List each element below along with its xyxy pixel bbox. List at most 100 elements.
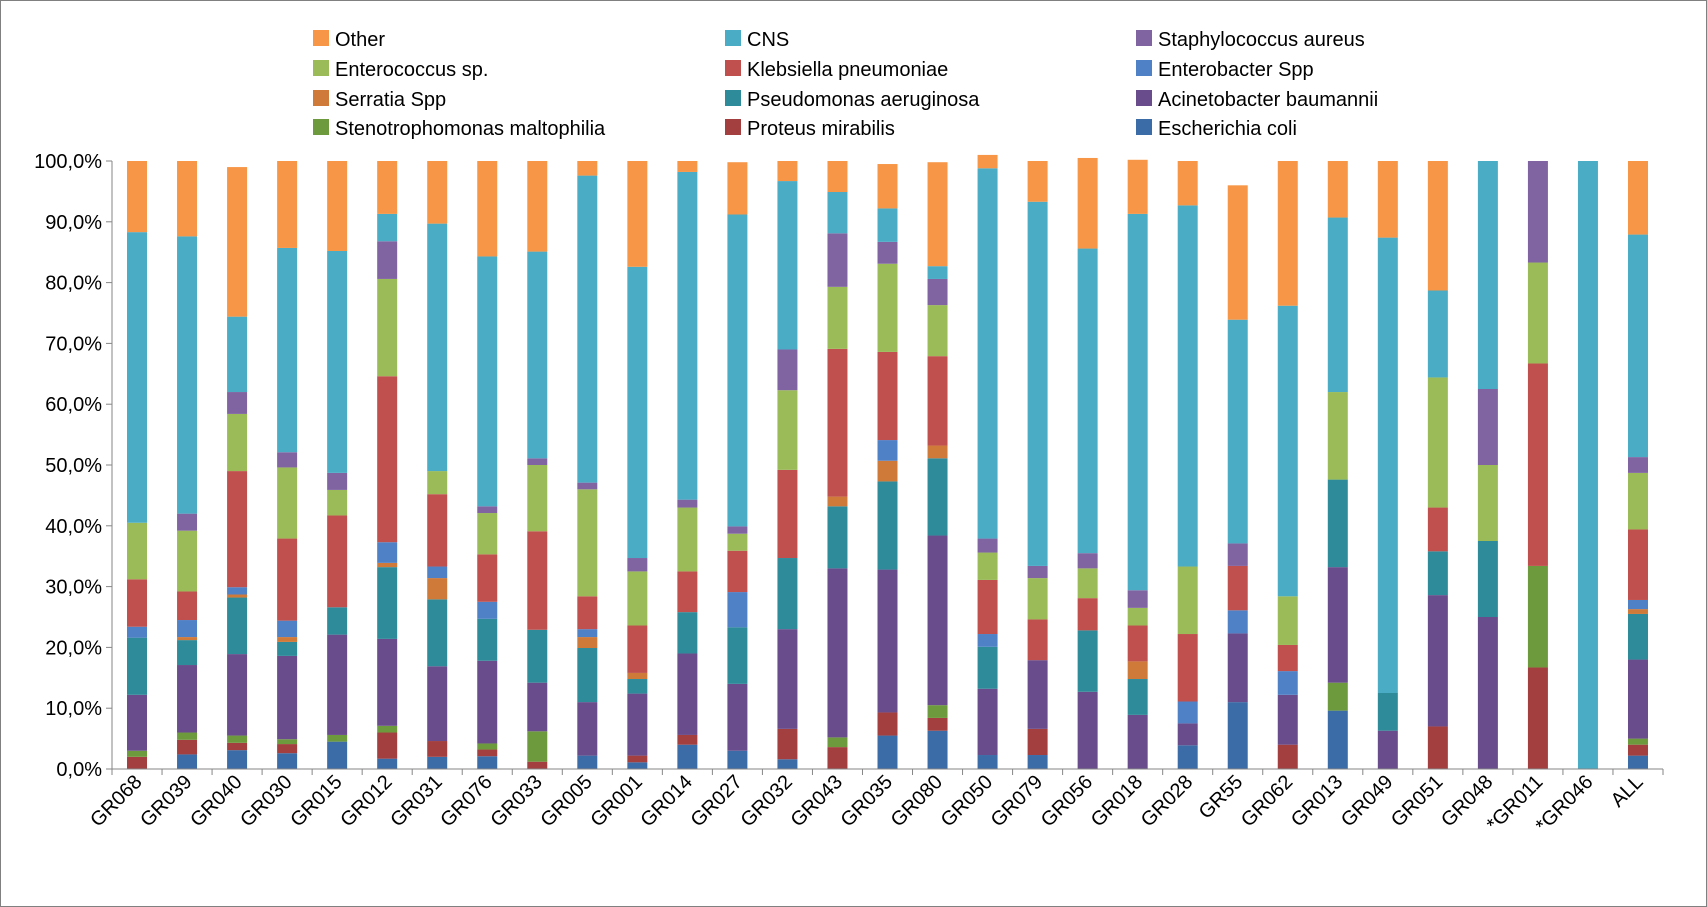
bar-segment-other: [777, 161, 798, 182]
bar-segment-proteus-mirabilis: [427, 741, 448, 757]
x-tick-label: GR080: [887, 771, 947, 831]
bar-segment-enterobacter-spp: [1227, 610, 1248, 634]
legend-label: Pseudomonas aeruginosa: [747, 89, 980, 111]
legend-swatch: [313, 60, 329, 76]
bar-stack-gr035: [877, 164, 898, 769]
bar-segment-acinetobacter-baumannii: [427, 666, 448, 742]
bar-segment-staphylococcus-aureus: [327, 472, 348, 490]
legend-label: Enterobacter Spp: [1158, 59, 1314, 81]
y-tick-label: 20,0%: [45, 637, 102, 659]
bar-segment-klebsiella-pneumoniae: [877, 351, 898, 441]
y-tick-label: 10,0%: [45, 698, 102, 720]
legend-label: Serratia Spp: [335, 89, 446, 111]
bar-segment-acinetobacter-baumannii: [877, 569, 898, 713]
bar-segment-acinetobacter-baumannii: [1477, 617, 1498, 769]
bar-segment-enterococcus-sp: [1127, 607, 1148, 626]
bar-segment-staphylococcus-aureus: [777, 349, 798, 391]
bar-segment-escherichia-coli: [677, 744, 698, 769]
legend-label: Escherichia coli: [1158, 118, 1297, 140]
x-tick-label: GR039: [136, 771, 196, 831]
legend-swatch: [725, 119, 741, 135]
legend-label: Klebsiella pneumoniae: [747, 59, 948, 81]
bar-stack-gr005: [577, 161, 598, 769]
bar-segment-klebsiella-pneumoniae: [477, 554, 498, 602]
bar-segment-other: [627, 161, 648, 267]
bar-segment-klebsiella-pneumoniae: [1077, 598, 1098, 631]
bar-segment-stenotrophomonas-maltophilia: [227, 735, 248, 743]
bar-segment-pseudomonas-aeruginosa: [277, 641, 298, 656]
bar-segment-enterococcus-sp: [327, 489, 348, 516]
bar-stack-gr011: [1527, 161, 1548, 769]
x-tick-label: GR056: [1037, 771, 1097, 831]
bar-stack-gr048: [1477, 161, 1498, 769]
bar-segment-acinetobacter-baumannii: [1177, 723, 1198, 746]
bar-segment-escherichia-coli: [1027, 755, 1048, 769]
bar-segment-proteus-mirabilis: [1427, 726, 1448, 769]
bar-stack-gr080: [927, 162, 948, 769]
bar-segment-escherichia-coli: [1627, 755, 1648, 769]
bar-segment-proteus-mirabilis: [177, 739, 198, 755]
bar-segment-staphylococcus-aureus: [977, 538, 998, 553]
bar-segment-other: [527, 161, 548, 252]
bar-segment-stenotrophomonas-maltophilia: [127, 750, 148, 757]
legend-label: Staphylococcus aureus: [1158, 29, 1365, 51]
y-tick-label: 60,0%: [45, 394, 102, 416]
bar-segment-staphylococcus-aureus: [527, 458, 548, 465]
bar-segment-acinetobacter-baumannii: [827, 568, 848, 738]
bar-segment-enterococcus-sp: [377, 278, 398, 377]
bar-stack-gr039: [177, 161, 198, 769]
x-tick-label: GR014: [637, 771, 697, 831]
bar-segment-proteus-mirabilis: [677, 734, 698, 745]
bar-segment-pseudomonas-aeruginosa: [1627, 613, 1648, 660]
bar-segment-serratia-spp: [827, 496, 848, 507]
bar-segment-escherichia-coli: [627, 762, 648, 769]
bar-segment-cns: [877, 208, 898, 242]
bar-segment-klebsiella-pneumoniae: [327, 515, 348, 608]
x-tick-label: GR005: [536, 771, 596, 831]
x-tick-label: GR051: [1387, 771, 1447, 831]
bar-segment-proteus-mirabilis: [927, 717, 948, 731]
bar-segment-klebsiella-pneumoniae: [1627, 529, 1648, 600]
legend-label: Enterococcus sp.: [335, 59, 488, 81]
bar-segment-escherichia-coli: [427, 756, 448, 769]
legend-swatch: [313, 30, 329, 46]
bar-segment-cns: [1077, 248, 1098, 554]
legend-item-enterobacter-spp: Enterobacter Spp: [1136, 59, 1314, 81]
bar-segment-pseudomonas-aeruginosa: [127, 637, 148, 695]
bar-segment-serratia-spp: [277, 637, 298, 642]
bar-segment-cns: [427, 223, 448, 472]
bars: [127, 154, 1648, 769]
x-tick-label: GR032: [737, 771, 797, 831]
bar-segment-pseudomonas-aeruginosa: [777, 558, 798, 630]
bar-segment-cns: [827, 192, 848, 234]
bar-segment-pseudomonas-aeruginosa: [827, 506, 848, 569]
bar-segment-cns: [1127, 213, 1148, 591]
bar-segment-other: [1227, 185, 1248, 320]
bar-segment-pseudomonas-aeruginosa: [227, 597, 248, 655]
bar-segment-pseudomonas-aeruginosa: [727, 627, 748, 684]
bar-segment-escherichia-coli: [1327, 710, 1348, 769]
bar-segment-enterococcus-sp: [1527, 262, 1548, 364]
bar-segment-enterococcus-sp: [1177, 566, 1198, 635]
bar-segment-cns: [177, 236, 198, 514]
legend-item-pseudomonas-aeruginosa: Pseudomonas aeruginosa: [725, 89, 980, 111]
x-tick-label: GR049: [1337, 771, 1397, 831]
bar-segment-staphylococcus-aureus: [277, 452, 298, 468]
bar-stack-gr033: [527, 161, 548, 769]
bar-segment-proteus-mirabilis: [877, 712, 898, 736]
bar-segment-staphylococcus-aureus: [1027, 565, 1048, 579]
x-tick-label: GR050: [937, 771, 997, 831]
bar-segment-staphylococcus-aureus: [827, 233, 848, 287]
bar-segment-other: [327, 161, 348, 251]
bar-segment-cns: [1427, 290, 1448, 378]
bar-segment-stenotrophomonas-maltophilia: [277, 739, 298, 745]
x-tick-label: GR031: [386, 771, 446, 831]
bar-segment-pseudomonas-aeruginosa: [477, 618, 498, 661]
bar-segment-staphylococcus-aureus: [1627, 457, 1648, 473]
y-tick-label: 0,0%: [56, 759, 102, 781]
bar-segment-enterococcus-sp: [127, 522, 148, 580]
x-tick-label: GR013: [1287, 771, 1347, 831]
bar-segment-acinetobacter-baumannii: [727, 683, 748, 751]
bar-segment-stenotrophomonas-maltophilia: [527, 731, 548, 762]
